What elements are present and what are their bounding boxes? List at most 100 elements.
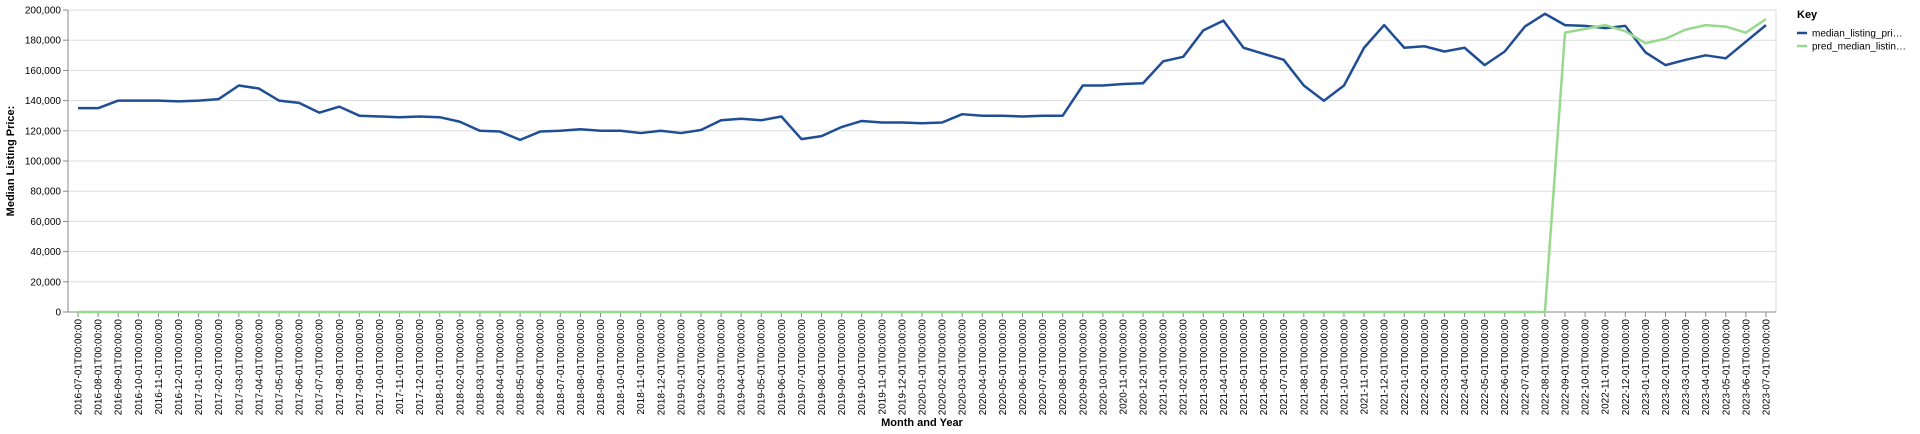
y-tick-label: 140,000 xyxy=(25,96,62,107)
x-tick-label: 2019-04-01T00:00:00 xyxy=(737,319,748,416)
y-tick-label: 100,000 xyxy=(25,157,62,168)
series-line xyxy=(78,18,1767,314)
x-tick-label: 2020-02-01T00:00:00 xyxy=(938,319,949,416)
x-tick-label: 2019-03-01T00:00:00 xyxy=(717,319,728,416)
y-tick-label: 60,000 xyxy=(30,217,61,228)
x-tick-label: 2017-01-01T00:00:00 xyxy=(194,319,205,416)
x-tick-label: 2018-09-01T00:00:00 xyxy=(596,319,607,416)
y-tick-label: 80,000 xyxy=(30,187,61,198)
x-tick-label: 2023-05-01T00:00:00 xyxy=(1721,319,1732,416)
x-tick-label: 2018-11-01T00:00:00 xyxy=(636,319,647,415)
x-tick-label: 2022-04-01T00:00:00 xyxy=(1460,319,1471,416)
x-tick-label: 2018-10-01T00:00:00 xyxy=(616,319,627,416)
x-tick-label: 2017-04-01T00:00:00 xyxy=(254,319,265,416)
x-tick-label: 2020-06-01T00:00:00 xyxy=(1018,319,1029,416)
x-tick-label: 2018-02-01T00:00:00 xyxy=(455,319,466,416)
x-tick-label: 2021-04-01T00:00:00 xyxy=(1219,319,1230,416)
x-tick-label: 2019-12-01T00:00:00 xyxy=(897,319,908,416)
x-tick-label: 2017-07-01T00:00:00 xyxy=(315,319,326,416)
x-tick-label: 2023-03-01T00:00:00 xyxy=(1681,319,1692,416)
x-tick-label: 2020-12-01T00:00:00 xyxy=(1139,319,1150,416)
x-tick-label: 2019-07-01T00:00:00 xyxy=(797,319,808,416)
x-tick-label: 2021-08-01T00:00:00 xyxy=(1299,319,1310,416)
x-tick-label: 2018-07-01T00:00:00 xyxy=(556,319,567,416)
x-tick-label: 2020-10-01T00:00:00 xyxy=(1098,319,1109,416)
legend-label: pred_median_listin… xyxy=(1812,42,1906,53)
x-tick-label: 2017-12-01T00:00:00 xyxy=(415,319,426,416)
x-tick-label: 2017-06-01T00:00:00 xyxy=(295,319,306,416)
x-tick-label: 2020-09-01T00:00:00 xyxy=(1078,319,1089,416)
x-tick-label: 2022-05-01T00:00:00 xyxy=(1480,319,1491,416)
x-tick-label: 2018-05-01T00:00:00 xyxy=(516,319,527,416)
x-tick-label: 2019-01-01T00:00:00 xyxy=(676,319,687,416)
x-tick-label: 2022-03-01T00:00:00 xyxy=(1440,319,1451,416)
x-tick-label: 2019-09-01T00:00:00 xyxy=(837,319,848,416)
x-tick-label: 2020-03-01T00:00:00 xyxy=(958,319,969,416)
x-tick-label: 2022-11-01T00:00:00 xyxy=(1601,319,1612,415)
x-tick-label: 2017-03-01T00:00:00 xyxy=(234,319,245,416)
x-tick-label: 2020-07-01T00:00:00 xyxy=(1038,319,1049,416)
x-tick-label: 2022-09-01T00:00:00 xyxy=(1561,319,1572,416)
x-tick-label: 2018-04-01T00:00:00 xyxy=(496,319,507,416)
x-tick-label: 2021-05-01T00:00:00 xyxy=(1239,319,1250,416)
x-tick-label: 2020-08-01T00:00:00 xyxy=(1058,319,1069,416)
x-tick-label: 2017-02-01T00:00:00 xyxy=(214,319,225,416)
x-tick-label: 2017-11-01T00:00:00 xyxy=(395,319,406,415)
x-tick-label: 2016-07-01T00:00:00 xyxy=(74,319,85,416)
x-tick-label: 2020-04-01T00:00:00 xyxy=(978,319,989,416)
x-tick-label: 2021-11-01T00:00:00 xyxy=(1360,319,1371,415)
x-tick-label: 2023-02-01T00:00:00 xyxy=(1661,319,1672,416)
x-tick-label: 2021-07-01T00:00:00 xyxy=(1279,319,1290,416)
x-tick-label: 2018-12-01T00:00:00 xyxy=(656,319,667,416)
x-tick-label: 2020-01-01T00:00:00 xyxy=(918,319,929,416)
x-tick-label: 2017-05-01T00:00:00 xyxy=(274,319,285,416)
x-tick-label: 2022-07-01T00:00:00 xyxy=(1520,319,1531,416)
x-tick-label: 2019-05-01T00:00:00 xyxy=(757,319,768,416)
x-tick-label: 2018-06-01T00:00:00 xyxy=(536,319,547,416)
x-tick-label: 2019-02-01T00:00:00 xyxy=(696,319,707,416)
x-axis-title: Month and Year xyxy=(881,417,963,429)
y-tick-label: 160,000 xyxy=(25,66,62,77)
x-tick-label: 2016-12-01T00:00:00 xyxy=(174,319,185,416)
y-tick-label: 120,000 xyxy=(25,126,62,137)
x-tick-label: 2022-06-01T00:00:00 xyxy=(1500,319,1511,416)
x-tick-label: 2019-06-01T00:00:00 xyxy=(777,319,788,416)
x-tick-label: 2022-01-01T00:00:00 xyxy=(1400,319,1411,416)
x-tick-label: 2022-02-01T00:00:00 xyxy=(1420,319,1431,416)
x-tick-label: 2023-01-01T00:00:00 xyxy=(1641,319,1652,416)
legend-title: Key xyxy=(1797,9,1818,21)
y-tick-label: 40,000 xyxy=(30,247,61,258)
x-tick-label: 2016-09-01T00:00:00 xyxy=(114,319,125,416)
x-tick-label: 2016-08-01T00:00:00 xyxy=(94,319,105,416)
x-tick-label: 2021-06-01T00:00:00 xyxy=(1259,319,1270,416)
x-tick-label: 2021-10-01T00:00:00 xyxy=(1339,319,1350,416)
x-tick-label: 2022-12-01T00:00:00 xyxy=(1621,319,1632,416)
y-tick-label: 180,000 xyxy=(25,36,62,47)
x-tick-label: 2019-10-01T00:00:00 xyxy=(857,319,868,416)
x-tick-label: 2021-12-01T00:00:00 xyxy=(1380,319,1391,416)
x-tick-label: 2021-02-01T00:00:00 xyxy=(1179,319,1190,416)
x-tick-label: 2017-10-01T00:00:00 xyxy=(375,319,386,416)
x-tick-label: 2018-03-01T00:00:00 xyxy=(475,319,486,416)
x-tick-label: 2023-06-01T00:00:00 xyxy=(1741,319,1752,416)
x-tick-label: 2019-11-01T00:00:00 xyxy=(877,319,888,415)
x-tick-label: 2018-08-01T00:00:00 xyxy=(576,319,587,416)
x-tick-label: 2020-11-01T00:00:00 xyxy=(1118,319,1129,415)
series-line xyxy=(78,12,1767,142)
y-tick-label: 200,000 xyxy=(25,6,62,17)
x-tick-label: 2023-04-01T00:00:00 xyxy=(1701,319,1712,416)
x-tick-label: 2017-09-01T00:00:00 xyxy=(355,319,366,416)
y-tick-label: 20,000 xyxy=(30,277,61,288)
x-tick-label: 2022-10-01T00:00:00 xyxy=(1581,319,1592,416)
y-axis-title: Median Listing Price: xyxy=(5,106,17,217)
x-tick-label: 2016-10-01T00:00:00 xyxy=(134,319,145,416)
x-tick-label: 2021-09-01T00:00:00 xyxy=(1319,319,1330,416)
x-tick-label: 2017-08-01T00:00:00 xyxy=(335,319,346,416)
x-tick-label: 2018-01-01T00:00:00 xyxy=(435,319,446,416)
x-tick-label: 2020-05-01T00:00:00 xyxy=(998,319,1009,416)
legend-label: median_listing_pri… xyxy=(1812,29,1903,40)
y-tick-label: 0 xyxy=(55,308,61,319)
x-tick-label: 2019-08-01T00:00:00 xyxy=(817,319,828,416)
